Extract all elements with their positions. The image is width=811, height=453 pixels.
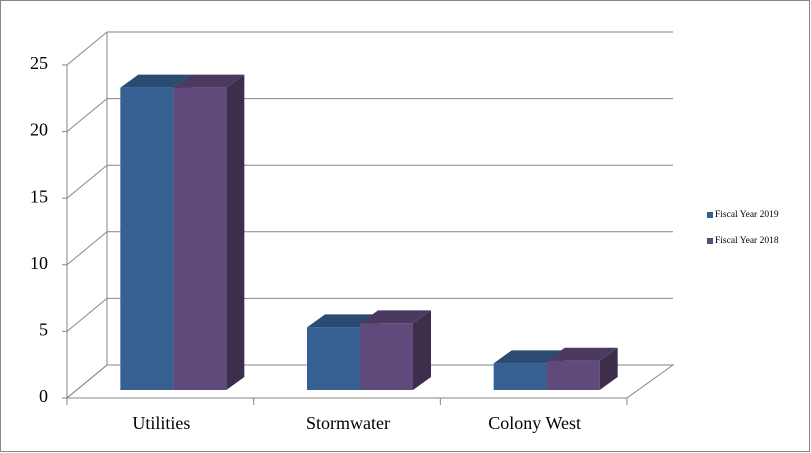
grid-line-side [66, 231, 108, 266]
x-tick-label: Utilities [132, 413, 190, 433]
bar-front [120, 87, 174, 391]
bar-side [413, 310, 431, 390]
bar-front [173, 87, 227, 391]
bar-front [307, 327, 360, 390]
x-tick-label: Colony West [488, 413, 581, 433]
bar-top [546, 347, 618, 361]
bar-side [599, 347, 618, 390]
y-tick-label: 5 [39, 320, 48, 340]
grid-line-side [66, 364, 108, 399]
bar-top [120, 74, 192, 88]
bar-front [493, 363, 547, 390]
grid-line-side [66, 298, 108, 332]
legend-label: Fiscal Year 2018 [715, 236, 779, 246]
x-tick-label: Stormwater [306, 413, 390, 433]
grid-line-side [66, 164, 108, 199]
y-tick-label: 0 [39, 386, 48, 406]
bar-top [360, 310, 431, 324]
y-tick-label: 25 [30, 53, 48, 73]
bar [360, 310, 431, 390]
bar-front [360, 323, 413, 390]
grid-line-side [66, 31, 108, 66]
bar-front [546, 360, 600, 390]
bar-top [493, 350, 565, 364]
bar [173, 74, 245, 391]
legend-swatch [707, 212, 713, 218]
y-tick-label: 20 [30, 120, 48, 140]
legend-swatch [707, 238, 713, 244]
bar [546, 347, 618, 390]
y-tick-label: 15 [30, 186, 48, 206]
grid-line-side [66, 98, 108, 132]
bar-top [173, 74, 245, 88]
legend-label: Fiscal Year 2019 [715, 210, 779, 220]
bar-side [226, 74, 245, 391]
y-tick-label: 10 [30, 253, 48, 273]
